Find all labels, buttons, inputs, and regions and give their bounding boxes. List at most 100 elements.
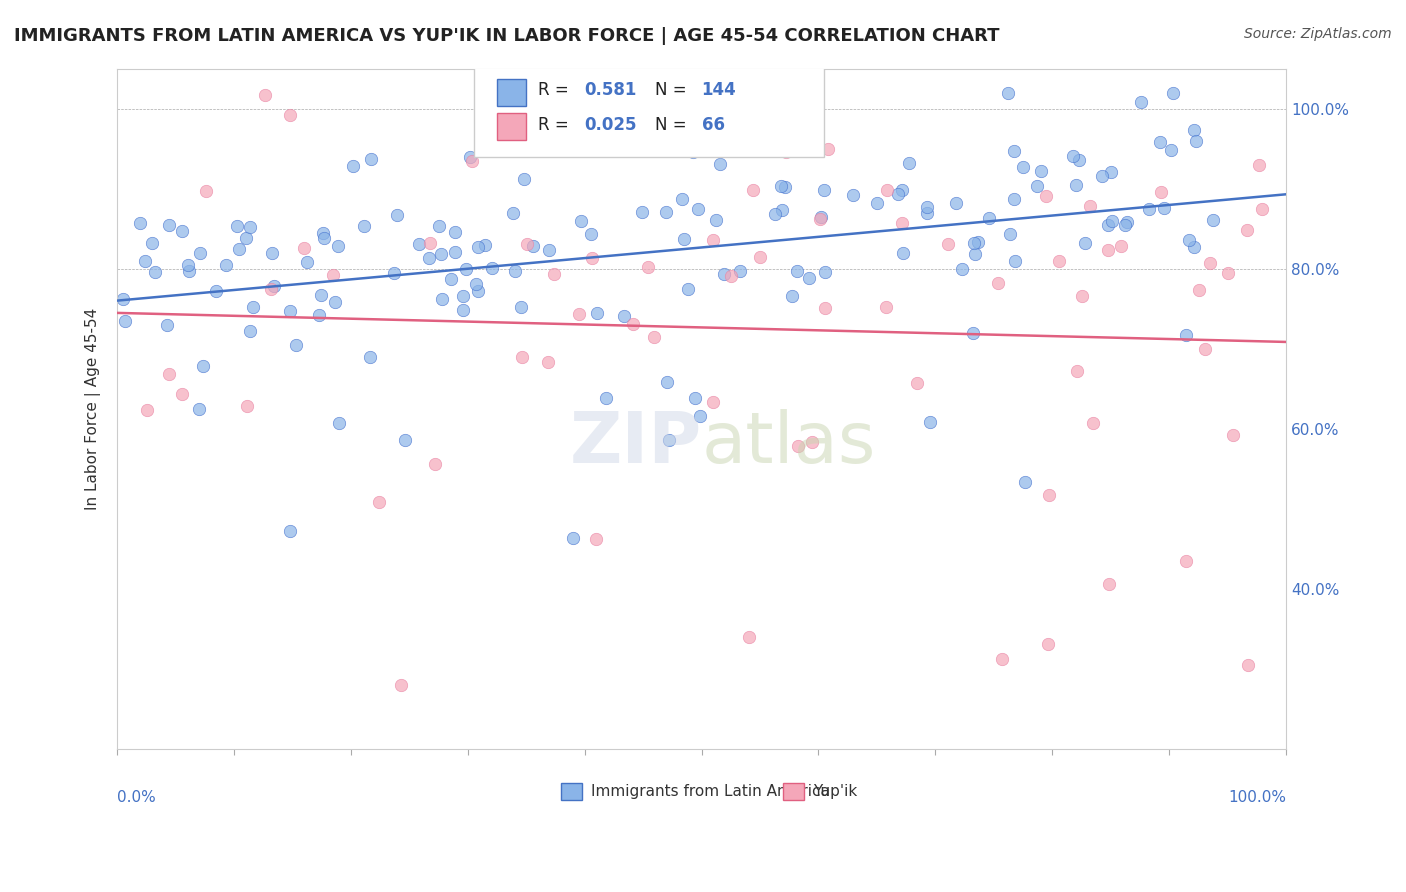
Point — [1099, 165, 1122, 179]
Point — [513, 171, 536, 186]
Point — [191, 359, 214, 374]
Point — [808, 211, 831, 226]
Point — [581, 227, 603, 241]
Point — [145, 265, 167, 279]
Point — [280, 303, 302, 318]
Point — [1222, 428, 1244, 442]
Point — [239, 219, 262, 234]
Point — [1174, 328, 1197, 343]
Point — [963, 246, 986, 260]
Point — [713, 267, 735, 281]
Point — [1047, 254, 1070, 268]
Point — [876, 183, 898, 197]
FancyBboxPatch shape — [498, 78, 526, 106]
Point — [430, 293, 453, 307]
Point — [1251, 202, 1274, 217]
Point — [658, 433, 681, 447]
Point — [773, 180, 796, 194]
Point — [1188, 283, 1211, 297]
Point — [170, 224, 193, 238]
Point — [1115, 215, 1137, 229]
Point — [467, 240, 489, 254]
Point — [1062, 149, 1084, 163]
Point — [156, 318, 179, 333]
Point — [1139, 202, 1161, 216]
Point — [676, 282, 699, 296]
Point — [314, 231, 336, 245]
Text: atlas: atlas — [702, 409, 876, 477]
Point — [702, 395, 724, 409]
Point — [242, 300, 264, 314]
Text: N =: N = — [655, 116, 692, 134]
Point — [689, 409, 711, 423]
Text: Yup'ik: Yup'ik — [813, 784, 856, 799]
Point — [915, 205, 938, 219]
FancyBboxPatch shape — [783, 783, 804, 800]
Point — [673, 232, 696, 246]
Point — [467, 284, 489, 298]
Point — [918, 415, 941, 429]
Point — [188, 245, 211, 260]
Point — [474, 238, 496, 252]
Point — [704, 213, 727, 227]
Point — [460, 150, 482, 164]
Point — [748, 250, 770, 264]
Point — [1153, 201, 1175, 215]
Point — [813, 183, 835, 197]
Point — [1182, 123, 1205, 137]
Point — [637, 260, 659, 275]
Point — [440, 271, 463, 285]
Point — [1185, 134, 1208, 148]
Point — [595, 391, 617, 405]
Point — [1083, 416, 1105, 430]
Point — [987, 277, 1010, 291]
Point — [112, 292, 135, 306]
Point — [770, 179, 793, 194]
Point — [254, 88, 277, 103]
Point — [875, 300, 897, 314]
Point — [1038, 637, 1060, 651]
Point — [295, 255, 318, 269]
Point — [236, 399, 259, 413]
Point — [1247, 158, 1270, 172]
Point — [1178, 233, 1201, 247]
Point — [235, 231, 257, 245]
Point — [1111, 239, 1133, 253]
Point — [613, 310, 636, 324]
Point — [682, 145, 704, 159]
Text: R =: R = — [538, 81, 574, 99]
Point — [585, 533, 607, 547]
Point — [866, 195, 889, 210]
Point — [686, 202, 709, 216]
Point — [1038, 488, 1060, 502]
Point — [326, 238, 349, 252]
Text: 144: 144 — [702, 81, 737, 99]
Point — [1064, 178, 1087, 192]
Point — [461, 153, 484, 168]
Point — [977, 211, 1000, 225]
Text: 100.0%: 100.0% — [1227, 790, 1286, 805]
Point — [991, 652, 1014, 666]
Point — [280, 524, 302, 539]
Point — [568, 307, 591, 321]
Point — [1070, 288, 1092, 302]
Point — [842, 188, 865, 202]
Point — [671, 192, 693, 206]
Point — [444, 244, 467, 259]
Point — [1097, 243, 1119, 257]
Point — [1026, 178, 1049, 193]
Point — [177, 258, 200, 272]
Point — [800, 435, 823, 450]
Point — [962, 326, 984, 340]
Point — [353, 219, 375, 233]
Point — [1114, 218, 1136, 232]
Point — [260, 282, 283, 296]
Point — [1031, 164, 1053, 178]
Point — [775, 145, 797, 160]
Point — [408, 237, 430, 252]
Text: 66: 66 — [702, 116, 724, 134]
Point — [537, 354, 560, 368]
Point — [1004, 144, 1026, 158]
Point — [278, 108, 301, 122]
Point — [322, 268, 344, 282]
